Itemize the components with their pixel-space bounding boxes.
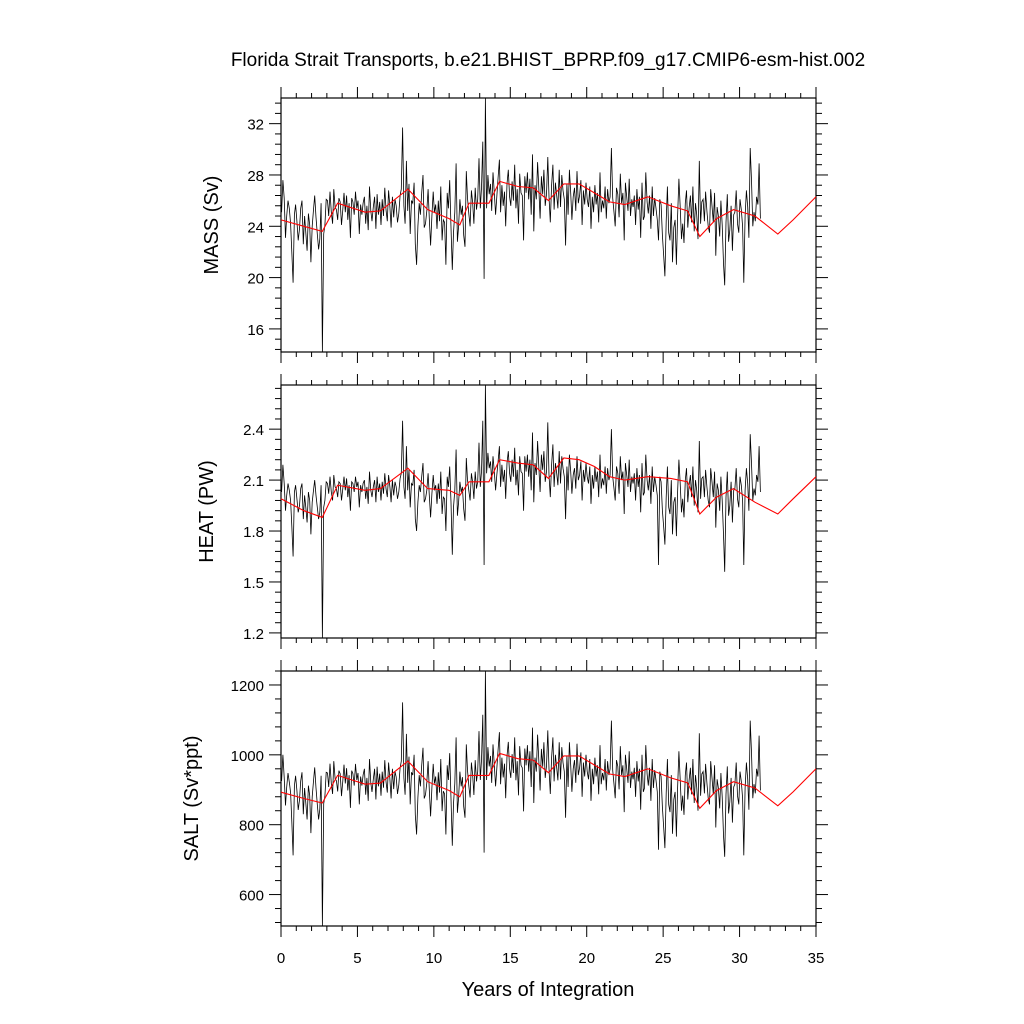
x-tick-label: 25 (655, 950, 672, 967)
annual-mean-line (280, 752, 817, 810)
y-tick-label: 2.1 (243, 473, 264, 490)
plot-frame (280, 97, 817, 353)
chart-title: Florida Strait Transports, b.e21.BHIST_B… (231, 50, 865, 71)
y-tick-label: 1.5 (243, 575, 264, 592)
y-tick-label: 24 (247, 219, 264, 236)
panel-1: 16 20 24 28 32 MASS (Sv) (201, 87, 828, 363)
x-tick-label: 20 (578, 950, 595, 967)
y-axis-label: MASS (Sv) (201, 176, 223, 275)
panel-2: 1.2 1.5 1.8 2.1 2.4 HEAT (PW) (196, 374, 828, 649)
x-tick-label: 10 (426, 950, 443, 967)
y-axis-label: SALT (Sv*ppt) (181, 736, 203, 862)
x-tick-label: 15 (502, 950, 519, 967)
x-tick-label: 30 (731, 950, 748, 967)
y-tick-label: 16 (247, 322, 264, 339)
annual-mean-line (280, 457, 817, 519)
monthly-series-line (281, 384, 761, 639)
x-axis-label: Years of Integration (462, 979, 635, 1001)
panels-group: 16 20 24 28 32 MASS (Sv) 1.2 1.5 1.8 2.1 2.4 HEAT (… (181, 87, 828, 967)
y-tick-label: 1.8 (243, 524, 264, 541)
y-tick-label: 20 (247, 271, 264, 288)
panel-3: 600 800 1000 1200 SALT (Sv*ppt) 0 5 10 15 20 25 30 3… (181, 660, 828, 967)
y-tick-label: 28 (247, 168, 264, 185)
monthly-series-line (281, 97, 761, 353)
y-tick-label: 600 (239, 888, 264, 905)
x-tick-label: 5 (353, 950, 361, 967)
plot-frame (280, 670, 817, 927)
y-tick-label: 800 (239, 818, 264, 835)
y-tick-label: 2.4 (243, 422, 264, 439)
y-tick-label: 1000 (231, 748, 264, 765)
plot-frame (280, 384, 817, 639)
y-tick-label: 32 (247, 117, 264, 134)
y-tick-label: 1200 (231, 678, 264, 695)
x-tick-label: 0 (277, 950, 285, 967)
y-axis-label: HEAT (PW) (196, 460, 218, 563)
y-tick-label: 1.2 (243, 626, 264, 643)
annual-mean-line (280, 180, 817, 238)
x-tick-label: 35 (808, 950, 825, 967)
monthly-series-line (281, 670, 761, 927)
